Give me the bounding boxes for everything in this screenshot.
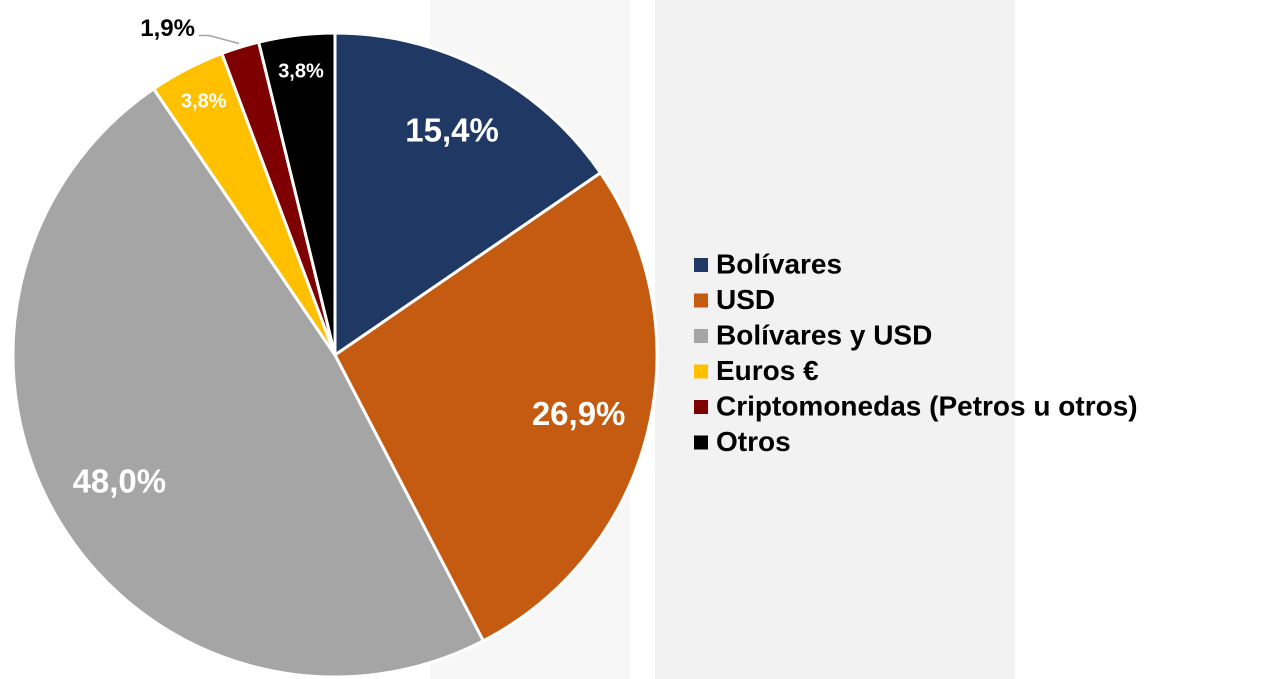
legend-swatch: [694, 258, 708, 272]
pie-slice: [256, 31, 337, 356]
data-label: 15,4%: [405, 111, 499, 148]
legend-swatch: [694, 293, 708, 308]
pie-slice: [333, 170, 659, 643]
leader-line: [198, 34, 240, 45]
data-label: 1,9%: [140, 15, 195, 42]
legend-swatch: [694, 400, 708, 414]
data-label: 3,8%: [181, 90, 227, 112]
data-label: 3,8%: [278, 60, 324, 82]
legend-swatch: [694, 329, 708, 343]
legend-label: USD: [716, 284, 775, 315]
data-label: 26,9%: [532, 395, 626, 432]
pie-slice: [11, 86, 486, 679]
legend-swatch: [694, 364, 708, 379]
watermark: [655, 0, 1015, 679]
legend-label: Bolívares y USD: [716, 319, 932, 350]
legend-label: Criptomonedas (Petros u otros): [716, 390, 1138, 421]
legend-label: Bolívares: [716, 248, 842, 279]
legend-label: Euros €: [716, 355, 819, 386]
legend-swatch: [694, 435, 708, 450]
data-label: 48,0%: [73, 462, 167, 499]
pie-slice: [333, 31, 603, 358]
legend-label: Otros: [716, 426, 791, 457]
